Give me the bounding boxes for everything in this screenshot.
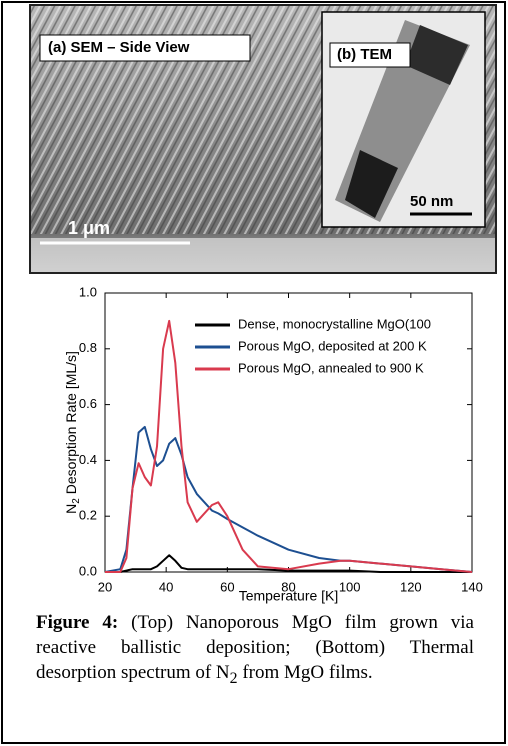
y-tick-label: 1.0 [79,284,97,299]
caption-sub: 2 [229,669,238,687]
x-tick-label: 40 [159,579,173,594]
y-axis-label-part: N [63,504,79,514]
caption-label: Figure 4: [36,612,119,633]
x-tick-label: 60 [220,579,234,594]
y-axis-label-part: Desorption Rate [ML/s] [63,351,79,494]
x-tick-label: 100 [339,579,361,594]
caption-text: (Top) Nanoporous MgO film grown via reac… [36,612,474,683]
legend-label: Porous MgO, deposited at 200 K [238,338,427,353]
line-chart: 0.0 0.2 0.4 0.6 0.8 1.0 20 40 60 80 100 120 140 Tempe… [63,284,483,603]
series-line [104,425,473,573]
caption: Figure 4: (Top) Nanoporous MgO film grow… [36,610,474,691]
x-tick-label: 140 [461,579,483,594]
y-tick-label: 0.0 [79,563,97,578]
x-axis-label: Temperature [K] [239,588,339,604]
x-tick-label: 120 [400,579,422,594]
series-line [105,319,473,573]
y-axis-label-part: 2 [71,498,82,504]
y-tick-label: 0.6 [79,396,97,411]
y-tick-label: 0.4 [79,452,97,467]
legend-label: Porous MgO, annealed to 900 K [238,360,424,375]
legend-label: Dense, monocrystalline MgO(100 [238,316,431,331]
y-axis-label: N2 Desorption Rate [ML/s] [63,351,82,514]
y-tick-label: 0.8 [79,340,97,355]
plot-frame [104,292,473,573]
x-tick-label: 20 [98,579,112,594]
y-tick-label: 0.2 [79,508,97,523]
x-tick-label: 80 [281,579,295,594]
series-line [105,554,472,573]
tem-scale: 50 nm [410,193,453,210]
sem-label: (a) SEM – Side View [48,39,190,56]
tem-image: (b) TEM 50 nm [321,11,486,228]
tem-label: (b) TEM [337,46,392,63]
sem-scale: 1 μm [68,218,110,238]
caption-end: from MgO films. [237,662,373,683]
